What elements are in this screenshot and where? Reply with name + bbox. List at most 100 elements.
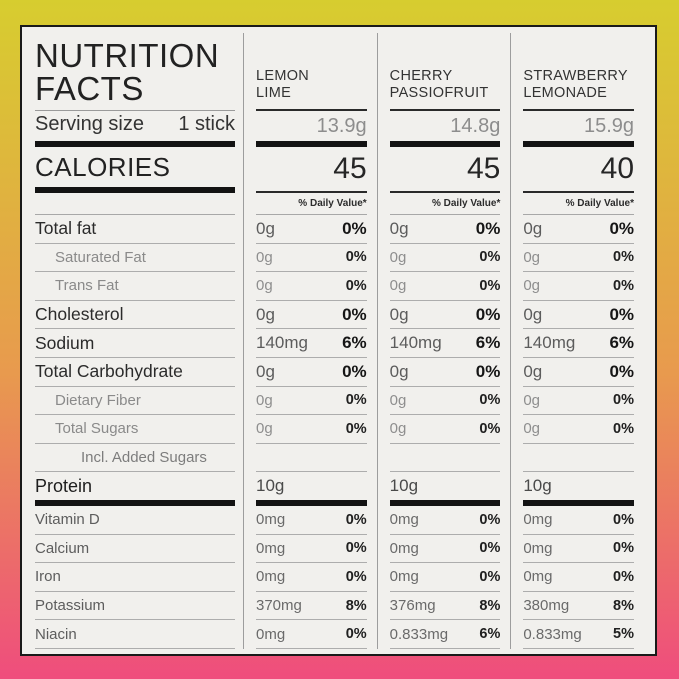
nutrient-row: Iron: [35, 563, 235, 592]
row-label: Sodium: [35, 332, 95, 353]
nutrient-value-row: 0g 0%: [389, 358, 501, 387]
product-column-1: LEMON LIME 13.9g 45 % Daily Value* 0g 0% 0…: [243, 33, 377, 649]
nutrient-row: Total Sugars: [35, 415, 235, 444]
nutrient-value-row: 0g 0%: [523, 244, 635, 273]
row-amount: 0mg: [523, 539, 553, 557]
title-line1: NUTRITION: [35, 36, 220, 74]
daily-value-note: % Daily Value*: [256, 193, 367, 215]
nutrient-row: Incl. Added Sugars: [35, 444, 235, 473]
row-daily-value: 0%: [345, 392, 367, 409]
nutrient-value-row: 0g 0%: [389, 215, 501, 244]
nutrient-value-row: 0.833mg 6%: [389, 620, 501, 649]
row-label: Vitamin D: [35, 511, 100, 529]
row-daily-value: 0%: [613, 511, 635, 528]
row-daily-value: 0%: [479, 277, 501, 294]
nutrient-value-row: 0g 0%: [256, 272, 367, 301]
nutrient-value-row: 0g 0%: [256, 301, 367, 330]
row-amount: 140mg: [389, 333, 442, 353]
row-label: Cholesterol: [35, 304, 124, 325]
row-label: Iron: [35, 568, 61, 586]
nutrient-value-row: 0mg 0%: [523, 563, 635, 592]
nutrient-value-row: 0g 0%: [389, 244, 501, 273]
row-daily-value: 0%: [479, 249, 501, 266]
row-daily-value: 5%: [613, 626, 635, 643]
nutrient-value-row: [389, 444, 501, 473]
product-serving-weight: 15.9g: [523, 111, 635, 147]
row-daily-value: 6%: [342, 333, 367, 353]
serving-size-label: Serving size: [35, 113, 144, 135]
row-amount: 0mg: [256, 625, 286, 643]
row-amount: 0mg: [256, 511, 286, 529]
nutrient-row: Sodium: [35, 329, 235, 358]
row-amount: 380mg: [523, 597, 570, 615]
nutrient-value-row: 10g: [256, 472, 367, 506]
product-name: STRAWBERRY LEMONADE: [523, 33, 635, 111]
row-amount: 0g: [523, 420, 541, 438]
nutrient-value-row: 0mg 0%: [389, 563, 501, 592]
row-label: Total fat: [35, 218, 97, 239]
row-daily-value: 0%: [609, 218, 635, 238]
row-amount: 0g: [389, 391, 407, 409]
product-value-rows: 0g 0% 0g 0% 0g 0% 0g 0% 140mg 6% 0g 0% 0g 0% 0g 0% 10g 0m…: [523, 215, 635, 649]
nutrient-value-row: 0g 0%: [256, 215, 367, 244]
row-amount: 0g: [523, 218, 543, 238]
row-amount: 0g: [389, 420, 407, 438]
nutrient-row: Trans Fat: [35, 272, 235, 301]
row-daily-value: 8%: [345, 597, 367, 614]
row-label: Protein: [35, 475, 93, 496]
product-name-line2: LEMONADE: [523, 84, 608, 101]
product-name-line2: PASSIOFRUIT: [389, 84, 489, 101]
nutrient-value-row: 0g 0%: [256, 415, 367, 444]
nutrient-value-row: 10g: [389, 472, 501, 506]
row-amount: 0g: [256, 218, 275, 238]
title-text: NUTRITION FACTS: [35, 39, 235, 105]
nutrient-value-row: 0mg 0%: [256, 535, 367, 564]
nutrient-value-row: 0mg 0%: [256, 620, 367, 649]
product-calories-value: 45: [256, 147, 367, 193]
row-amount: 0g: [523, 277, 541, 295]
row-amount: 0g: [256, 361, 275, 381]
nutrient-value-row: 0g 0%: [256, 358, 367, 387]
nutrient-value-row: 10g: [523, 472, 635, 506]
nutrition-facts-card: NUTRITION FACTS Serving size 1 stick CAL…: [20, 25, 657, 656]
row-amount: 0g: [389, 277, 407, 295]
row-label: Dietary Fiber: [55, 391, 141, 409]
nutrient-value-row: 140mg 6%: [523, 329, 635, 358]
nutrient-value-row: 0mg 0%: [389, 506, 501, 535]
calories-label: CALORIES: [35, 151, 171, 182]
calories-row: CALORIES: [35, 147, 235, 193]
row-amount: 0g: [389, 248, 407, 266]
row-amount: 0g: [256, 277, 273, 295]
row-amount: 0mg: [523, 568, 553, 586]
row-amount: 0mg: [389, 539, 419, 557]
nutrient-value-row: 0g 0%: [523, 387, 635, 416]
row-daily-value: 0%: [479, 540, 501, 557]
page-title: NUTRITION FACTS: [35, 33, 235, 111]
nutrient-row: Dietary Fiber: [35, 387, 235, 416]
nutrient-value-row: 0g 0%: [256, 244, 367, 273]
nutrient-row: Vitamin D: [35, 506, 235, 535]
product-name: LEMON LIME: [256, 33, 367, 111]
row-amount: 10g: [389, 476, 419, 496]
product-name-line1: STRAWBERRY: [523, 67, 628, 84]
row-amount: 0g: [523, 248, 541, 266]
row-label: Calcium: [35, 539, 90, 557]
nutrient-value-row: 0mg 0%: [389, 535, 501, 564]
nutrient-row: Calcium: [35, 535, 235, 564]
nutrient-value-row: 0g 0%: [523, 272, 635, 301]
row-amount: 0.833mg: [389, 625, 449, 643]
row-amount: 0g: [256, 248, 273, 266]
product-value-rows: 0g 0% 0g 0% 0g 0% 0g 0% 140mg 6% 0g 0% 0g 0% 0g 0% 10g 0m…: [256, 215, 367, 649]
row-amount: 0g: [389, 304, 409, 324]
nutrient-label-rows: Total fat Saturated Fat Trans Fat Cholester…: [35, 215, 235, 649]
row-label: Total Carbohydrate: [35, 361, 183, 382]
nutrient-value-row: 0g 0%: [523, 415, 635, 444]
row-daily-value: 6%: [475, 333, 501, 353]
product-value-rows: 0g 0% 0g 0% 0g 0% 0g 0% 140mg 6% 0g 0% 0g 0% 0g 0% 10g 0m…: [389, 215, 501, 649]
row-daily-value: 0%: [345, 277, 367, 294]
row-daily-value: 0%: [345, 540, 367, 557]
product-serving-weight: 14.8g: [389, 111, 501, 147]
product-name-line1: LEMON: [256, 67, 310, 84]
nutrient-value-row: 0mg 0%: [523, 535, 635, 564]
row-amount: 0mg: [389, 568, 419, 586]
